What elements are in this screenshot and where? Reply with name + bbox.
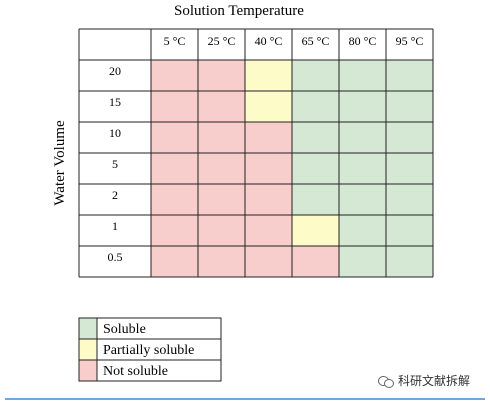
legend: Soluble Partially soluble Not soluble [78, 317, 222, 382]
legend-swatch [78, 317, 98, 340]
heatmap-cell [151, 215, 198, 246]
column-header: 95 °C [396, 34, 424, 48]
heatmap-grid: 5 °C 25 °C 40 °C 65 °C 80 °C 95 °C 20 15 10 5 2 1 0.… [78, 28, 434, 278]
heatmap-cell [386, 246, 433, 277]
row-label: 20 [109, 64, 121, 78]
heatmap-cell [292, 60, 339, 91]
heatmap-cell [339, 122, 386, 153]
heatmap-cell [245, 184, 292, 215]
heatmap-cell [198, 91, 245, 122]
heatmap-cell [292, 246, 339, 277]
heatmap-cell [339, 91, 386, 122]
heatmap-cell [151, 153, 198, 184]
heatmap-cell [292, 184, 339, 215]
heatmap-cell [151, 60, 198, 91]
heatmap-cell [198, 60, 245, 91]
heatmap-cell [151, 91, 198, 122]
heatmap-cell [245, 246, 292, 277]
heatmap-cell [198, 184, 245, 215]
heatmap-cell [198, 153, 245, 184]
heatmap-cell [339, 246, 386, 277]
column-header: 40 °C [255, 34, 283, 48]
column-header: 65 °C [302, 34, 330, 48]
heatmap-cell [198, 246, 245, 277]
heatmap-cell [386, 215, 433, 246]
heatmap-cell [245, 122, 292, 153]
watermark: 科研文献拆解 [378, 372, 470, 389]
heatmap-cell [339, 184, 386, 215]
legend-label: Partially soluble [103, 343, 194, 358]
legend-swatch [78, 338, 98, 361]
column-header: 5 °C [164, 34, 186, 48]
heatmap-cell [245, 91, 292, 122]
row-label: 0.5 [108, 250, 123, 264]
heatmap-cell [386, 60, 433, 91]
heatmap-cell [339, 60, 386, 91]
legend-box [96, 359, 222, 382]
legend-label: Not soluble [103, 364, 168, 379]
heatmap-cell [151, 246, 198, 277]
legend-label: Soluble [103, 322, 146, 337]
heatmap-cell [292, 215, 339, 246]
column-header: 80 °C [349, 34, 377, 48]
heatmap-cell [245, 215, 292, 246]
row-label: 2 [112, 188, 118, 202]
heatmap-cell [151, 184, 198, 215]
row-label: 10 [109, 126, 121, 140]
heatmap-cell [198, 122, 245, 153]
heatmap-cell [386, 122, 433, 153]
heatmap-cell [292, 91, 339, 122]
heatmap-cell [292, 122, 339, 153]
watermark-text: 科研文献拆解 [398, 374, 471, 388]
heatmap-cell [386, 91, 433, 122]
bottom-divider [5, 398, 485, 400]
legend-swatch [78, 359, 98, 382]
heatmap-cell [386, 153, 433, 184]
column-header: 25 °C [208, 34, 236, 48]
heatmap-cell [386, 184, 433, 215]
row-label: 5 [112, 157, 118, 171]
y-axis-label: Water Volume [52, 120, 68, 206]
heatmap-cell [151, 122, 198, 153]
heatmap-cell [339, 215, 386, 246]
row-label: 15 [109, 95, 121, 109]
heatmap-cell [339, 153, 386, 184]
chart-title: Solution Temperature [174, 3, 304, 19]
row-label: 1 [112, 219, 118, 233]
heatmap-cell [245, 60, 292, 91]
heatmap-cell [198, 215, 245, 246]
wechat-icon [378, 375, 394, 388]
heatmap-cell [292, 153, 339, 184]
heatmap-cell [245, 153, 292, 184]
